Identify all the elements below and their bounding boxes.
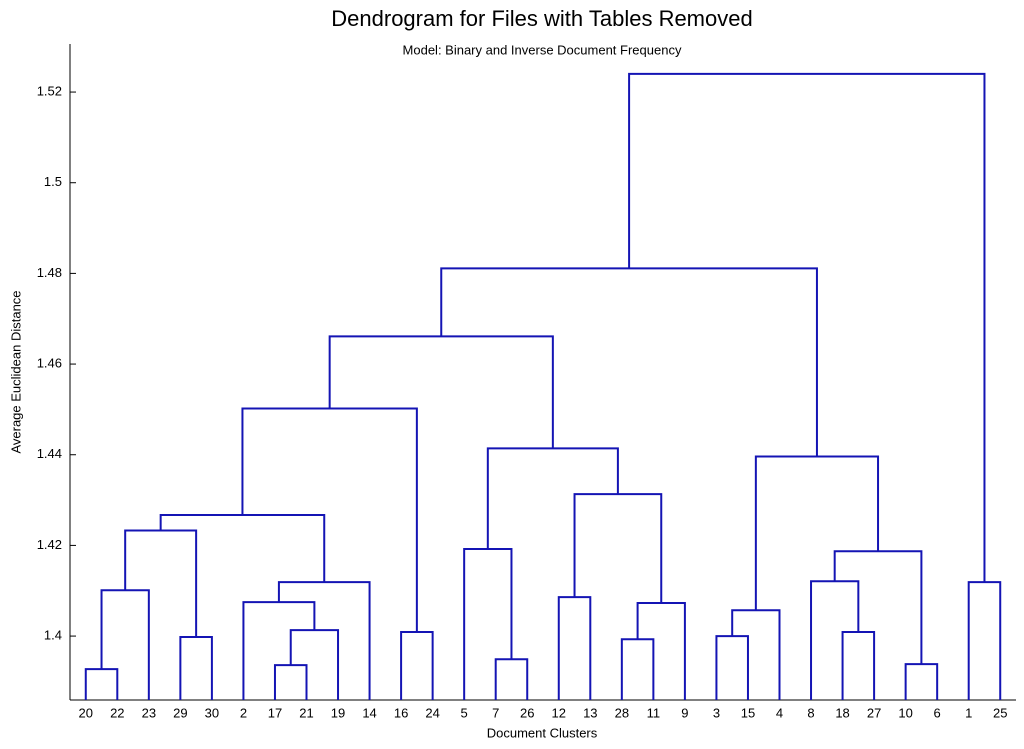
leaf-label: 3 [713, 705, 720, 720]
link [620, 638, 655, 700]
link [557, 596, 592, 700]
leaf-label: 17 [268, 705, 282, 720]
link [328, 335, 554, 449]
leaf-label: 16 [394, 705, 408, 720]
link [573, 493, 663, 603]
link [715, 635, 749, 700]
link [400, 630, 434, 700]
link [754, 455, 880, 611]
leaf-label: 24 [425, 705, 439, 720]
x-axis-label: Document Clusters [487, 725, 598, 740]
link [242, 601, 316, 700]
y-tick-label: 1.52 [37, 83, 62, 98]
y-tick-label: 1.46 [37, 356, 62, 371]
link [440, 267, 818, 457]
leaf-label: 1 [965, 705, 972, 720]
chart-title: Dendrogram for Files with Tables Removed [331, 6, 752, 31]
y-tick-label: 1.5 [44, 174, 62, 189]
leaf-label: 10 [898, 705, 912, 720]
link [463, 548, 513, 700]
leaf-label: 29 [173, 705, 187, 720]
link [241, 407, 418, 632]
link [636, 601, 686, 700]
leaf-label: 20 [79, 705, 93, 720]
leaf-label: 22 [110, 705, 124, 720]
leaf-label: 25 [993, 705, 1007, 720]
link [273, 664, 308, 700]
link [494, 658, 529, 700]
y-tick-label: 1.42 [37, 537, 62, 552]
link [84, 668, 119, 700]
leaf-label: 8 [807, 705, 814, 720]
y-tick-label: 1.44 [37, 446, 62, 461]
y-axis-label: Average Euclidean Distance [8, 290, 23, 453]
leaf-label: 27 [867, 705, 881, 720]
leaf-label: 11 [647, 705, 661, 720]
leaf-label: 2 [240, 705, 247, 720]
leaf-label: 5 [461, 705, 468, 720]
leaf-label: 21 [299, 705, 313, 720]
leaf-label: 30 [205, 705, 219, 720]
link [904, 663, 939, 700]
leaf-label: 7 [492, 705, 499, 720]
leaf-label: 28 [615, 705, 629, 720]
link [100, 589, 150, 700]
leaf-label: 9 [681, 705, 688, 720]
link [159, 514, 326, 583]
link [289, 629, 340, 700]
link [628, 72, 986, 583]
leaf-label: 14 [362, 705, 376, 720]
leaf-label: 13 [583, 705, 597, 720]
link [124, 529, 198, 637]
leaf-label: 6 [934, 705, 941, 720]
leaf-label: 4 [776, 705, 783, 720]
link [486, 447, 619, 550]
link [967, 581, 1002, 700]
chart-subtitle: Model: Binary and Inverse Document Frequ… [403, 42, 682, 57]
link [810, 580, 860, 700]
link [277, 581, 371, 700]
leaf-label: 26 [520, 705, 534, 720]
link [841, 630, 876, 700]
leaf-label: 19 [331, 705, 345, 720]
y-tick-label: 1.4 [44, 628, 62, 643]
link [731, 609, 781, 700]
link [179, 635, 213, 700]
leaf-label: 18 [835, 705, 849, 720]
y-tick-label: 1.48 [37, 265, 62, 280]
leaf-label: 12 [552, 705, 566, 720]
link [833, 550, 923, 665]
leaf-label: 15 [741, 705, 755, 720]
leaf-label: 23 [142, 705, 156, 720]
